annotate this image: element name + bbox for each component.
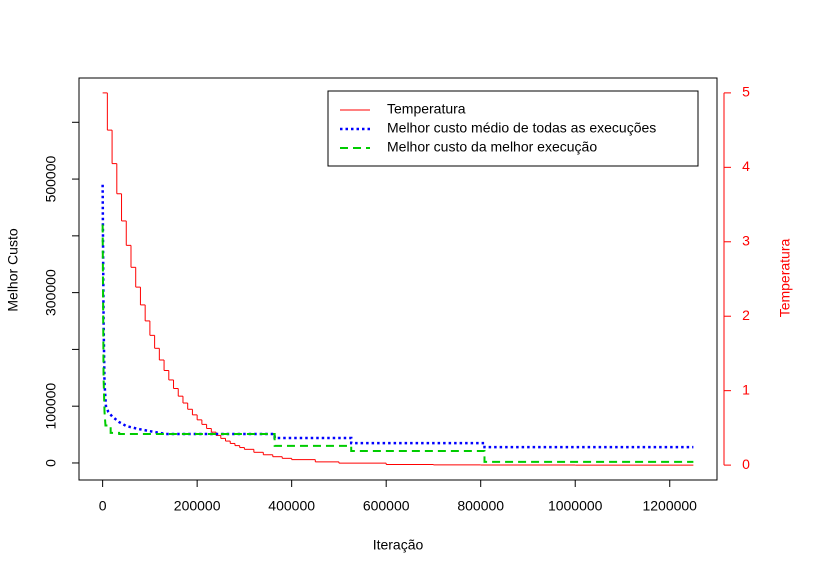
y2-tick-label: 4 [742, 158, 750, 174]
x-tick-label: 200000 [174, 498, 221, 514]
y-tick-label: 0 [43, 459, 59, 467]
series-line [101, 184, 694, 449]
x-axis-label: Iteração [373, 537, 424, 553]
y2-tick-label: 1 [742, 381, 750, 397]
series-line [101, 224, 694, 463]
y2-tick-label: 3 [742, 232, 750, 248]
legend-label: Melhor custo médio de todas as execuções [387, 120, 656, 136]
x-tick-label: 1200000 [642, 498, 697, 514]
x-tick-label: 800000 [457, 498, 504, 514]
x-tick-label: 1000000 [548, 498, 603, 514]
y2-tick-label: 2 [742, 307, 750, 323]
y2-tick-label: 0 [742, 456, 750, 472]
y-axis-label: Melhor Custo [5, 228, 21, 311]
y-tick-label: 100000 [43, 383, 59, 430]
x-tick-label: 400000 [268, 498, 315, 514]
y2-axis-label: Temperatura [777, 238, 793, 317]
y-tick-label: 300000 [43, 269, 59, 316]
y-tick-label: 500000 [43, 155, 59, 202]
x-tick-label: 600000 [363, 498, 410, 514]
y2-tick-label: 5 [742, 84, 750, 100]
legend-label: Melhor custo da melhor execução [387, 139, 597, 155]
x-tick-label: 0 [99, 498, 107, 514]
legend-box [327, 90, 699, 167]
legend-label: Temperatura [387, 101, 466, 117]
